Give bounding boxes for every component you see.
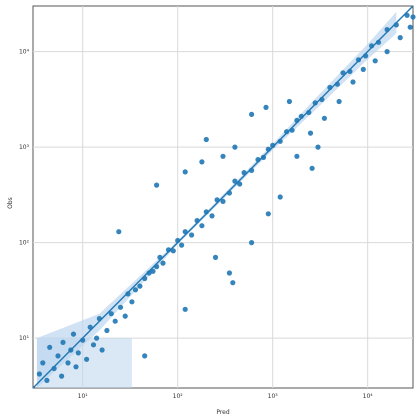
scatter-point bbox=[199, 159, 205, 165]
scatter-point bbox=[73, 364, 79, 370]
scatter-point bbox=[94, 335, 100, 341]
scatter-point bbox=[309, 165, 315, 171]
y-tick-label: 10¹ bbox=[19, 335, 30, 342]
scatter-point bbox=[203, 136, 209, 143]
scatter-point bbox=[232, 144, 238, 150]
scatter-point bbox=[122, 313, 128, 319]
scatter-point bbox=[154, 182, 160, 188]
scatter-point bbox=[170, 248, 176, 254]
scatter-point bbox=[249, 240, 255, 246]
scatter-point bbox=[84, 356, 90, 362]
scatter-point bbox=[75, 350, 81, 356]
scatter-point bbox=[265, 211, 271, 217]
scatter-point bbox=[410, 14, 416, 20]
x-tick-label: 10¹ bbox=[78, 393, 89, 400]
y-tick-label: 10⁴ bbox=[19, 49, 30, 56]
scatter-point bbox=[47, 344, 53, 350]
scatter-point bbox=[307, 130, 314, 136]
scatter-point bbox=[70, 331, 77, 337]
scatter-point bbox=[129, 299, 135, 305]
scatter-point bbox=[407, 24, 413, 30]
scatter-point bbox=[55, 353, 61, 359]
scatter-point bbox=[209, 213, 215, 219]
scatter-point bbox=[260, 154, 267, 160]
scatter-point bbox=[336, 98, 342, 105]
scatter-point bbox=[104, 327, 110, 334]
scatter-point bbox=[232, 178, 238, 184]
scatter-point bbox=[384, 49, 390, 55]
scatter-point bbox=[237, 181, 243, 187]
scatter-point bbox=[220, 198, 226, 204]
scatter-point bbox=[212, 254, 219, 260]
scatter-point bbox=[321, 115, 327, 121]
scatter-point bbox=[226, 270, 232, 276]
scatter-point bbox=[294, 153, 300, 159]
scatter-point bbox=[137, 283, 143, 289]
scatter-point bbox=[350, 79, 356, 85]
scatter-point bbox=[150, 268, 156, 274]
scatter-point bbox=[312, 100, 318, 106]
scatter-point bbox=[360, 66, 366, 72]
scatter-point bbox=[220, 153, 226, 159]
scatter-point bbox=[263, 104, 269, 110]
scatter-point bbox=[36, 371, 43, 377]
regression-line-path bbox=[32, 5, 414, 389]
x-tick-label: 10³ bbox=[268, 393, 279, 400]
scatter-point bbox=[59, 373, 65, 379]
scatter-point bbox=[117, 304, 124, 310]
scatter-point bbox=[397, 35, 403, 41]
scatter-point bbox=[372, 58, 378, 64]
scatter-point bbox=[116, 229, 122, 235]
scatter-point bbox=[132, 287, 139, 293]
scatter-point bbox=[108, 311, 114, 317]
scatter-point bbox=[40, 360, 46, 366]
scatter-point bbox=[60, 339, 66, 345]
scatter-point bbox=[315, 144, 321, 150]
y-tick-label: 10³ bbox=[19, 144, 30, 151]
plot-frame bbox=[32, 5, 414, 389]
x-tick-label: 10⁴ bbox=[363, 393, 374, 400]
x-axis-label: Pred bbox=[216, 409, 230, 416]
scatter-point bbox=[142, 353, 148, 359]
scatter-point bbox=[99, 347, 105, 353]
scatter-point bbox=[199, 223, 205, 229]
scatter-point bbox=[179, 242, 185, 248]
scatter-point bbox=[160, 260, 166, 266]
regression-line bbox=[32, 5, 414, 389]
scatter-point bbox=[286, 98, 292, 105]
scatter-point bbox=[112, 318, 118, 324]
scatter-point bbox=[125, 291, 131, 297]
scatter-point bbox=[277, 194, 283, 200]
confidence-band-low-block bbox=[36, 338, 132, 388]
x-tick-label: 10² bbox=[173, 393, 184, 400]
y-tick-label: 10² bbox=[19, 240, 30, 247]
scatter-point bbox=[182, 169, 188, 175]
y-axis-label: Obs bbox=[7, 197, 14, 209]
scatter-point bbox=[230, 280, 236, 286]
scatter-point bbox=[182, 306, 188, 312]
scatter-point bbox=[189, 232, 195, 238]
scatter-point bbox=[65, 360, 71, 366]
scatter-point bbox=[249, 111, 255, 117]
scatter-point bbox=[90, 342, 97, 348]
scatter-point bbox=[284, 129, 290, 135]
tick-labels: 10¹ 10² 10³ 10⁴ 10¹ 10² 10³ 10⁴ bbox=[19, 49, 373, 400]
scatter-point bbox=[44, 377, 50, 383]
